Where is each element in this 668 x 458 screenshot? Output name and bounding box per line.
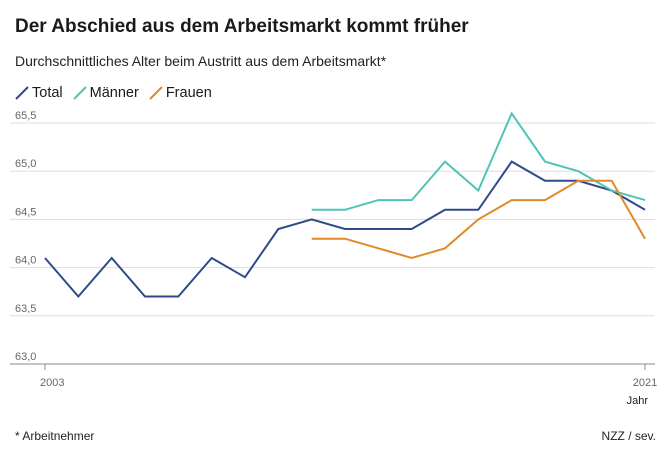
- legend: Total Männer Frauen: [15, 85, 222, 101]
- legend-label-total: Total: [32, 85, 63, 101]
- source-credit: NZZ / sev.: [601, 429, 656, 443]
- legend-label-frauen: Frauen: [165, 85, 212, 101]
- x-tick-label: 2021: [633, 377, 657, 389]
- y-tick-label: 63,0: [15, 351, 36, 363]
- chart-subtitle: Durchschnittliches Alter beim Austritt a…: [15, 53, 387, 69]
- legend-swatch-frauen: [149, 86, 163, 100]
- y-tick-label: 64,5: [15, 206, 36, 218]
- y-tick-label: 64,0: [15, 255, 36, 267]
- legend-item-maenner: Männer: [72, 85, 139, 101]
- legend-swatch-maenner: [72, 86, 87, 100]
- y-tick-label: 65,0: [15, 158, 36, 170]
- legend-label-maenner: Männer: [89, 85, 139, 101]
- legend-item-total: Total: [15, 85, 63, 101]
- y-tick-label: 63,5: [15, 303, 36, 315]
- x-axis-title: Jahr: [627, 395, 649, 407]
- line-chart: 63,0 63,5 64,0 64,5 65,0 65,5 2003 2021 Jahr: [10, 110, 657, 407]
- chart-title: Der Abschied aus dem Arbeitsmarkt kommt …: [15, 16, 469, 37]
- y-tick-label: 65,5: [15, 110, 36, 122]
- legend-swatch-total: [15, 86, 29, 100]
- series-line-total: [44, 160, 646, 299]
- footnote: * Arbeitnehmer: [15, 429, 95, 443]
- series-line-frauen: [311, 179, 646, 260]
- legend-item-frauen: Frauen: [149, 85, 212, 101]
- x-tick-label: 2003: [40, 377, 64, 389]
- series-line-maenner: [311, 111, 646, 211]
